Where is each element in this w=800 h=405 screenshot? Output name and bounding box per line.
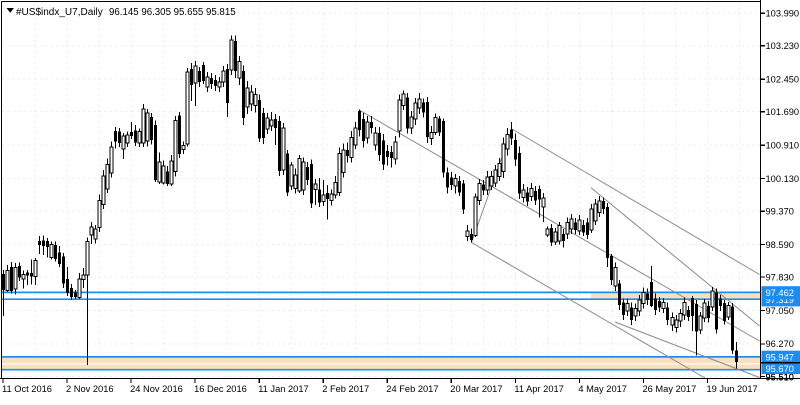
svg-text:11 Oct 2016: 11 Oct 2016 [2, 384, 52, 394]
svg-text:98.590: 98.590 [766, 240, 794, 250]
svg-text:#US$indx_U7,Daily: #US$indx_U7,Daily [16, 7, 103, 18]
svg-text:96.270: 96.270 [766, 339, 794, 349]
svg-text:26 May 2017: 26 May 2017 [643, 384, 697, 394]
svg-text:96.145 96.305 95.655 95.815: 96.145 96.305 95.655 95.815 [109, 7, 236, 18]
svg-text:11 Jan 2017: 11 Jan 2017 [258, 384, 309, 394]
svg-text:19 Jun 2017: 19 Jun 2017 [707, 384, 758, 394]
svg-text:100.910: 100.910 [766, 141, 800, 151]
svg-text:2 Feb 2017: 2 Feb 2017 [322, 384, 369, 394]
svg-text:101.690: 101.690 [766, 107, 800, 117]
svg-text:103.230: 103.230 [766, 41, 800, 51]
svg-text:97.050: 97.050 [766, 306, 794, 316]
svg-text:16 Dec 2016: 16 Dec 2016 [194, 384, 247, 394]
svg-text:11 Apr 2017: 11 Apr 2017 [514, 384, 563, 394]
svg-text:102.450: 102.450 [766, 75, 800, 85]
svg-text:95.947: 95.947 [766, 353, 794, 363]
svg-text:103.990: 103.990 [766, 9, 800, 19]
svg-text:95.510: 95.510 [766, 372, 794, 382]
svg-text:24 Feb 2017: 24 Feb 2017 [386, 384, 438, 394]
svg-text:2 Nov 2016: 2 Nov 2016 [66, 384, 114, 394]
svg-text:24 Nov 2016: 24 Nov 2016 [130, 384, 183, 394]
svg-text:97.462: 97.462 [766, 288, 794, 298]
svg-text:99.370: 99.370 [766, 207, 794, 217]
svg-text:97.830: 97.830 [766, 272, 794, 282]
svg-text:20 Mar 2017: 20 Mar 2017 [450, 384, 502, 394]
svg-text:100.130: 100.130 [766, 174, 800, 184]
svg-text:4 May 2017: 4 May 2017 [578, 384, 627, 394]
